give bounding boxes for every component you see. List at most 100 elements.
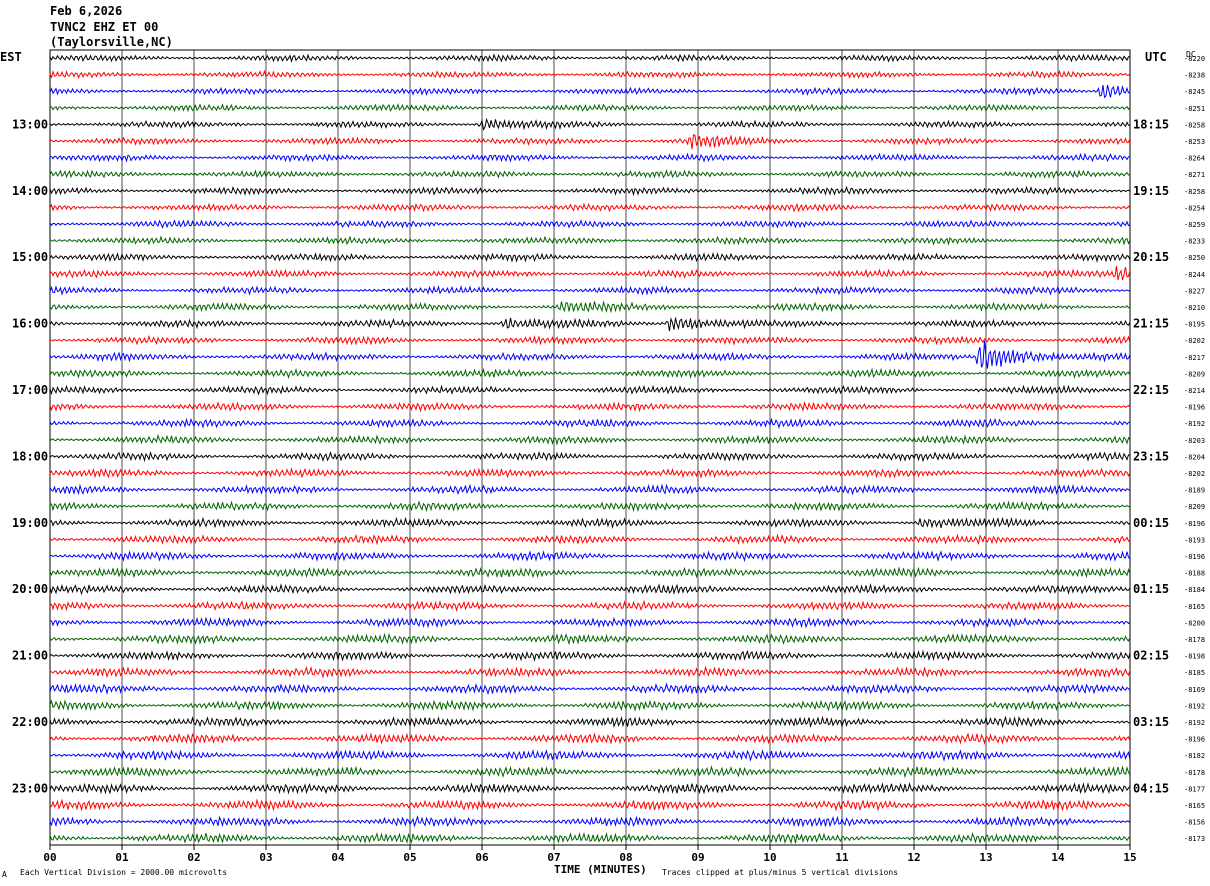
dc-offset-label: -8192 <box>1184 702 1205 710</box>
trace-line <box>49 334 1131 346</box>
dc-offset-label: -8156 <box>1184 819 1205 827</box>
dc-offset-label: -8264 <box>1184 155 1205 163</box>
dc-offset-label: -8227 <box>1184 287 1205 295</box>
dc-offset-label: -8214 <box>1184 387 1205 395</box>
trace-line <box>49 169 1131 180</box>
trace-line <box>49 616 1131 629</box>
dc-offset-label: -8188 <box>1184 570 1205 578</box>
trace-line <box>49 814 1131 828</box>
dc-offset-label: -8250 <box>1184 254 1205 262</box>
utc-hour-label: 00:15 <box>1133 516 1169 530</box>
trace-line <box>49 467 1131 479</box>
plot-date: Feb 6,2026 <box>50 4 123 18</box>
dc-offset-label: -8202 <box>1184 337 1205 345</box>
est-label: EST <box>0 50 22 64</box>
trace-line <box>49 782 1131 795</box>
dc-offset-label: -8196 <box>1184 553 1205 561</box>
trace-line <box>49 665 1131 679</box>
trace-line <box>49 53 1130 64</box>
dc-offset-label: -8259 <box>1184 221 1205 229</box>
dc-offset-label: -8165 <box>1184 802 1205 810</box>
trace-line <box>49 632 1131 646</box>
trace-line <box>49 134 1131 150</box>
trace-line <box>49 117 1131 132</box>
trace-line <box>49 84 1131 99</box>
dc-offset-label: -8189 <box>1184 487 1205 495</box>
dc-offset-label: -8185 <box>1184 669 1205 677</box>
trace-line <box>49 732 1131 745</box>
est-hour-label: 14:00 <box>12 184 48 198</box>
dc-offset-label: -8254 <box>1184 204 1205 212</box>
trace-line <box>49 266 1131 281</box>
utc-hour-label: 04:15 <box>1133 781 1169 795</box>
dc-offset-label: -8204 <box>1184 453 1205 461</box>
trace-line <box>49 566 1131 579</box>
clip-note: Traces clipped at plus/minus 5 vertical … <box>662 868 899 877</box>
dc-offset-label: -8169 <box>1184 686 1205 694</box>
dc-offset-label: -8177 <box>1184 785 1205 793</box>
est-hour-label: 13:00 <box>12 117 48 131</box>
trace-line <box>49 434 1131 446</box>
dc-offset-label: -8195 <box>1184 321 1205 329</box>
est-hour-label: 19:00 <box>12 516 48 530</box>
est-hour-label: 20:00 <box>12 582 48 596</box>
dc-offset-label: -8258 <box>1184 121 1205 129</box>
trace-line <box>49 384 1131 396</box>
trace-line <box>49 219 1131 229</box>
trace-line <box>49 748 1131 762</box>
trace-line <box>49 550 1131 563</box>
x-tick-label: 09 <box>691 851 704 864</box>
dc-offset-label: -8196 <box>1184 736 1205 744</box>
dc-offset-label: -8196 <box>1184 520 1205 528</box>
dc-offset-label: -8220 <box>1184 55 1205 63</box>
trace-line <box>49 185 1131 197</box>
est-hour-label: 22:00 <box>12 715 48 729</box>
x-tick-label: 05 <box>403 851 416 864</box>
dc-offset-label: -8165 <box>1184 603 1205 611</box>
utc-label: UTC <box>1145 50 1167 64</box>
axis-labels: 00 01 02 03 04 05 06 07 08 09 10 11 12 13 14 15 -8220 -82… <box>12 55 1205 864</box>
dc-offset-label: -8209 <box>1184 370 1205 378</box>
trace-line <box>49 285 1131 296</box>
utc-hour-label: 01:15 <box>1133 582 1169 596</box>
utc-hour-label: 21:15 <box>1133 317 1169 331</box>
x-tick-label: 04 <box>331 851 345 864</box>
x-tick-label: 00 <box>43 851 56 864</box>
trace-line <box>49 69 1131 80</box>
scale-note: Each Vertical Division = 2000.00 microvo… <box>20 868 228 877</box>
est-hour-label: 23:00 <box>12 781 48 795</box>
dc-offset-label: -8203 <box>1184 437 1205 445</box>
x-tick-label: 13 <box>979 851 992 864</box>
x-tick-label: 11 <box>835 851 849 864</box>
trace-line <box>49 765 1131 779</box>
trace-line <box>49 483 1131 496</box>
dc-offset-label: -8253 <box>1184 138 1205 146</box>
trace-line <box>49 417 1131 430</box>
dc-offset-label: -8193 <box>1184 536 1205 544</box>
plot-frame <box>49 49 1131 846</box>
dc-label: DC <box>1186 50 1196 59</box>
utc-hour-label: 02:15 <box>1133 649 1169 663</box>
dc-offset-label: -8196 <box>1184 404 1205 412</box>
trace-line <box>49 317 1131 332</box>
dc-offset-label: -8271 <box>1184 171 1205 179</box>
x-tick-label: 14 <box>1051 851 1065 864</box>
utc-hour-label: 20:15 <box>1133 250 1169 264</box>
dc-offset-label: -8178 <box>1184 636 1205 644</box>
trace-line <box>49 251 1131 263</box>
x-tick-label: 02 <box>187 851 200 864</box>
trace-line <box>49 235 1131 246</box>
trace-line <box>49 340 1131 369</box>
x-tick-label: 07 <box>547 851 560 864</box>
trace-line <box>49 599 1131 613</box>
utc-hour-label: 03:15 <box>1133 715 1169 729</box>
trace-line <box>49 699 1131 712</box>
seismic-traces <box>49 53 1131 845</box>
utc-hour-label: 23:15 <box>1133 449 1169 463</box>
trace-line <box>49 649 1131 662</box>
trace-line <box>49 152 1131 163</box>
dc-offset-label: -8209 <box>1184 503 1205 511</box>
station-code: TVNC2 EHZ ET 00 <box>50 20 159 34</box>
x-axis-title: TIME (MINUTES) <box>554 863 647 876</box>
